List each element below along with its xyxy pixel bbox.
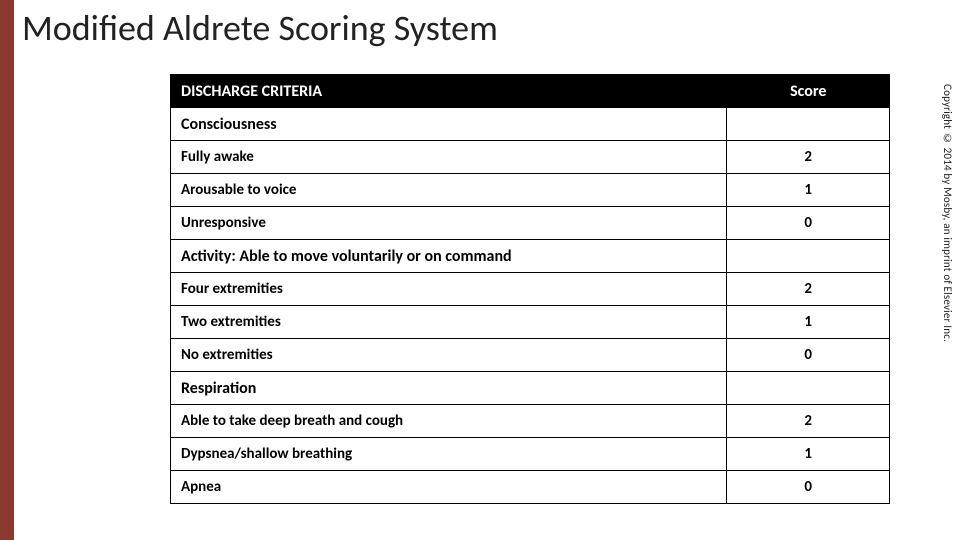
section-row: Activity: Able to move voluntarily or on… — [171, 240, 890, 273]
criteria-cell: Apnea — [171, 471, 727, 504]
section-score-empty — [727, 108, 890, 141]
table-row: Two extremities1 — [171, 306, 890, 339]
copyright-text: Copyright © 2014 by Mosby, an imprint of… — [940, 84, 954, 444]
section-score-empty — [727, 240, 890, 273]
section-label: Consciousness — [171, 108, 727, 141]
scoring-table: DISCHARGE CRITERIAScoreConsciousnessFull… — [170, 74, 890, 504]
table-row: Dypsnea/shallow breathing1 — [171, 438, 890, 471]
table-row: Able to take deep breath and cough2 — [171, 405, 890, 438]
score-cell: 1 — [727, 306, 890, 339]
table-row: Apnea0 — [171, 471, 890, 504]
score-cell: 2 — [727, 405, 890, 438]
table-row: Arousable to voice1 — [171, 174, 890, 207]
header-score: Score — [727, 75, 890, 108]
table-header-row: DISCHARGE CRITERIAScore — [171, 75, 890, 108]
section-label: Respiration — [171, 372, 727, 405]
criteria-cell: Unresponsive — [171, 207, 727, 240]
slide: Modified Aldrete Scoring System Copyrigh… — [0, 0, 960, 540]
score-cell: 2 — [727, 273, 890, 306]
criteria-cell: Arousable to voice — [171, 174, 727, 207]
score-cell: 0 — [727, 207, 890, 240]
section-score-empty — [727, 372, 890, 405]
table-row: Fully awake2 — [171, 141, 890, 174]
criteria-cell: Four extremities — [171, 273, 727, 306]
table-row: Four extremities2 — [171, 273, 890, 306]
criteria-cell: Fully awake — [171, 141, 727, 174]
score-cell: 2 — [727, 141, 890, 174]
score-cell: 1 — [727, 438, 890, 471]
section-row: Consciousness — [171, 108, 890, 141]
accent-bar — [0, 0, 14, 540]
criteria-cell: Dypsnea/shallow breathing — [171, 438, 727, 471]
score-cell: 1 — [727, 174, 890, 207]
header-criteria: DISCHARGE CRITERIA — [171, 75, 727, 108]
table-row: No extremities0 — [171, 339, 890, 372]
section-row: Respiration — [171, 372, 890, 405]
slide-title: Modified Aldrete Scoring System — [22, 6, 498, 50]
score-cell: 0 — [727, 339, 890, 372]
table-row: Unresponsive0 — [171, 207, 890, 240]
table-body: DISCHARGE CRITERIAScoreConsciousnessFull… — [171, 75, 890, 504]
section-label: Activity: Able to move voluntarily or on… — [171, 240, 727, 273]
criteria-cell: Two extremities — [171, 306, 727, 339]
criteria-cell: Able to take deep breath and cough — [171, 405, 727, 438]
score-cell: 0 — [727, 471, 890, 504]
criteria-cell: No extremities — [171, 339, 727, 372]
